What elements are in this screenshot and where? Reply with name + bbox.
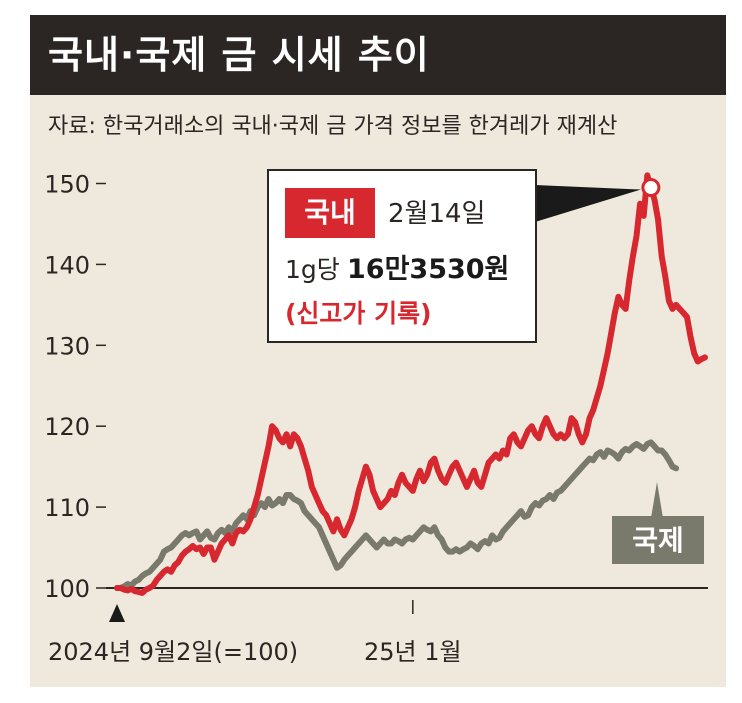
chart-title: 국내·국제 금 시세 추이 xyxy=(48,33,430,77)
y-tick-label: 140 xyxy=(44,251,90,279)
series-line-domestic xyxy=(114,172,708,596)
callout-badge xyxy=(285,188,375,238)
y-tick-label: 130 xyxy=(44,332,90,360)
intl-label-text: 국제 xyxy=(632,524,684,557)
y-tick-label: 150 xyxy=(44,171,90,199)
callout-badge-label: 국내 xyxy=(304,196,356,229)
callout-note: (신고가 기록) xyxy=(285,299,432,328)
y-tick-label: 120 xyxy=(44,413,90,441)
start-marker xyxy=(109,604,125,622)
callout-pointer xyxy=(535,185,641,222)
callout-price-prefix: 1g당 xyxy=(285,255,340,284)
intl-label-pointer xyxy=(650,482,664,524)
series-line-international xyxy=(114,439,680,591)
callout-date: 2월14일 xyxy=(388,199,485,229)
intl-label-badge xyxy=(612,516,704,564)
y-tick-label: 100 xyxy=(44,575,90,603)
y-tick-label: 110 xyxy=(44,494,90,522)
x-tick-label: 25년 1월 xyxy=(364,638,462,666)
peak-marker xyxy=(641,178,661,198)
title-bar xyxy=(30,15,726,95)
source-note: 자료: 한국거래소의 국내·국제 금 가격 정보를 한겨레가 재계산 xyxy=(48,114,618,139)
x-tick-label: 2024년 9월2일(=100) xyxy=(48,638,298,666)
callout-price: 16만3530원 xyxy=(347,254,509,285)
